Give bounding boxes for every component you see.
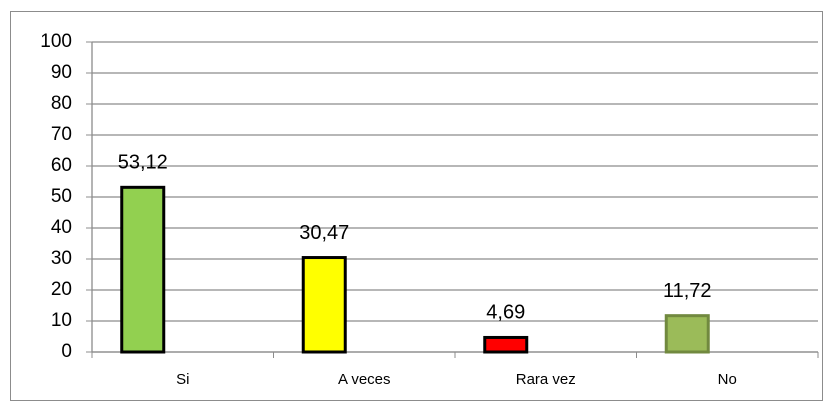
x-tick-label: A veces <box>338 371 391 388</box>
y-tick-label: 90 <box>51 62 72 83</box>
x-tick-label: Si <box>176 371 189 388</box>
value-label: 30,47 <box>299 222 349 244</box>
y-tick-label: 0 <box>61 341 72 362</box>
x-tick-label: Rara vez <box>516 371 576 388</box>
y-tick-label: 30 <box>51 248 72 269</box>
value-label: 4,69 <box>486 302 525 324</box>
x-tick-label: No <box>718 371 737 388</box>
y-tick-label: 10 <box>51 310 72 331</box>
y-tick-label: 40 <box>51 217 72 238</box>
y-tick-label: 50 <box>51 186 72 207</box>
value-label: 11,72 <box>663 280 712 302</box>
bar <box>120 185 166 354</box>
y-tick-label: 100 <box>40 31 72 52</box>
value-label: 53,12 <box>118 152 168 174</box>
y-tick-label: 60 <box>51 155 72 176</box>
y-tick-label: 20 <box>51 279 72 300</box>
bar <box>301 256 347 354</box>
bar <box>664 314 710 354</box>
bar <box>483 335 529 354</box>
y-tick-label: 70 <box>51 124 72 145</box>
y-tick-label: 80 <box>51 93 72 114</box>
